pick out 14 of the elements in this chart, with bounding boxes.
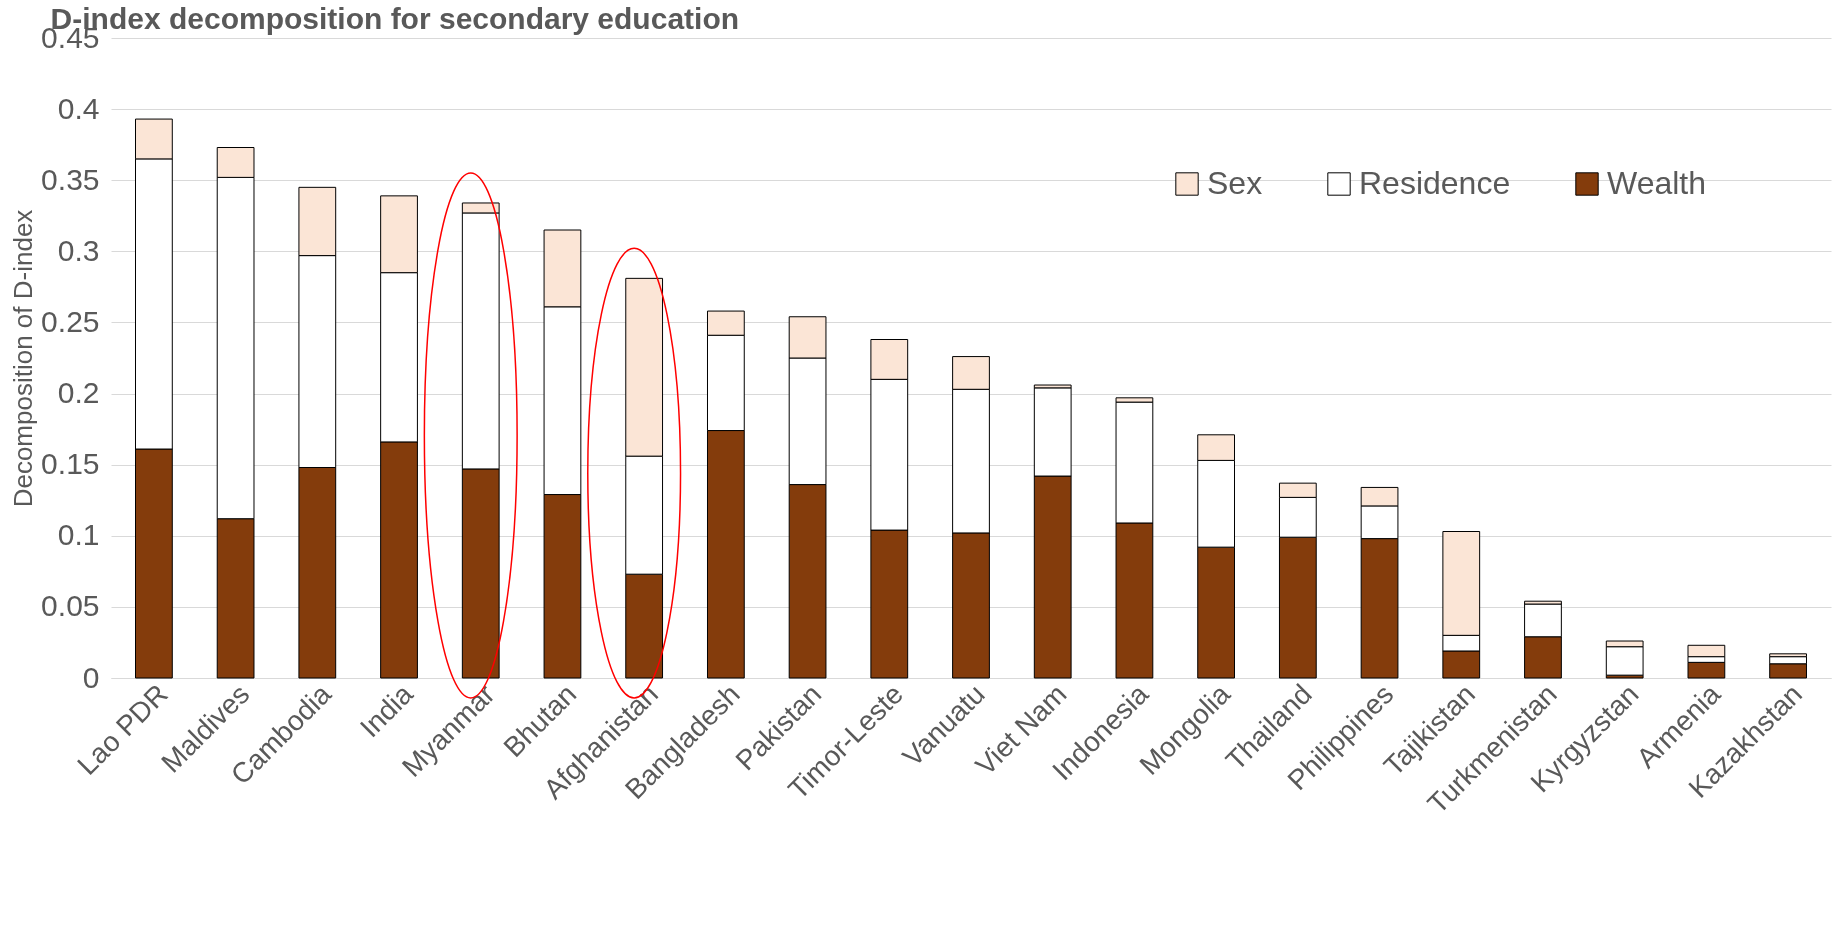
y-tick-label: 0.25 xyxy=(41,304,100,338)
legend-label: Wealth xyxy=(1607,165,1707,201)
y-tick-label: 0.05 xyxy=(41,589,100,623)
y-tick-label: 0.35 xyxy=(41,162,100,196)
y-tick-label: 0.3 xyxy=(57,233,100,267)
y-tick-label: 0.2 xyxy=(57,376,100,410)
y-tick-label: 0.1 xyxy=(57,518,100,552)
legend-label: Sex xyxy=(1207,165,1263,201)
legend-label: Residence xyxy=(1359,165,1511,201)
y-tick-label: 0.15 xyxy=(41,447,100,481)
y-tick-label: 0 xyxy=(82,660,100,694)
y-tick-label: 0.4 xyxy=(57,91,100,125)
y-axis-title: Decomposition of D-index xyxy=(8,209,39,508)
bar xyxy=(1687,661,1726,679)
